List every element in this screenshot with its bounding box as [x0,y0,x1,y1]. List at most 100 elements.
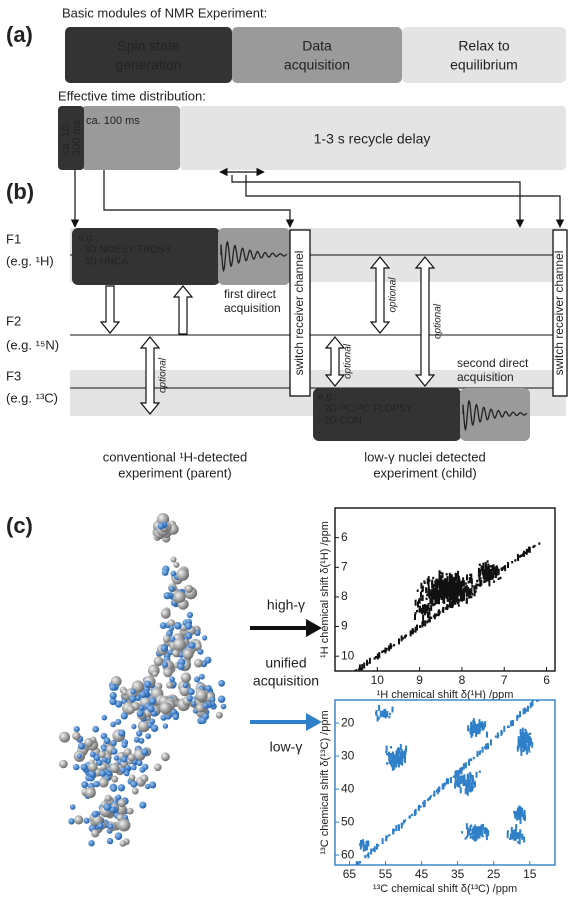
atom [187,695,193,701]
cross-peak [517,555,519,561]
cross-peak [390,746,392,748]
channel-nucleus: (e.g. ¹⁵N) [6,337,59,352]
cross-peak [436,614,438,616]
cross-peak [497,732,499,738]
atom [99,770,106,777]
x-tick-label: 8 [459,673,466,687]
atom [125,765,130,770]
cross-peak [382,711,384,717]
atom [185,623,192,630]
caption: experiment (parent) [118,465,231,480]
cross-peak [467,788,469,794]
y-axis-label: ¹H chemical shift δ(¹H) /ppm [319,521,331,658]
modules-title: Basic modules of NMR Experiment: [62,5,267,20]
cross-peak [485,569,487,575]
cross-peak [436,591,438,597]
cross-peak [377,844,379,846]
cross-peak [527,708,529,710]
cross-peak [466,594,468,596]
cross-peak [409,816,411,818]
cross-peak [444,784,446,786]
cross-peak [457,571,459,577]
cross-peak [479,564,481,566]
atom [81,781,88,788]
x-tick-label: 6 [543,673,550,687]
cross-peak [436,585,438,591]
cross-peak [345,675,347,681]
cross-peak [455,575,457,581]
atom [78,743,85,750]
atom [118,730,125,737]
cross-peak [441,584,443,586]
module-box [402,27,566,83]
cross-peak [359,861,361,863]
connector [232,175,520,227]
atom [169,676,175,682]
cross-peak [504,565,506,571]
atom [111,748,118,755]
cross-peak [369,658,371,664]
atom [137,710,144,717]
atom [93,781,100,788]
spectrum [335,694,542,880]
atom [185,585,193,593]
atom [218,680,225,687]
cross-peak [495,569,497,571]
cross-peak [468,761,470,763]
cross-peak [346,676,348,678]
cross-peak [359,668,361,670]
cross-peak [473,718,475,724]
cross-peak [434,613,436,619]
atom [144,681,151,688]
atom [92,726,99,733]
hollow-arrow [101,286,119,333]
cross-peak [363,846,365,852]
module-text: generation [115,57,181,73]
cross-peak [449,573,451,579]
cross-peak [529,740,531,746]
experiment-text: - 2D CON [318,416,362,427]
cross-peak [519,555,521,557]
annotation: acquisition [457,370,514,384]
cross-peak [426,598,428,600]
cross-peak [463,595,465,601]
cross-peak [427,799,429,801]
cross-peak [488,580,490,586]
spectrum [335,538,547,683]
channel-nucleus: (e.g. ¹³C) [6,390,58,405]
x-tick-label: 45 [415,867,429,881]
cross-peak [479,729,481,731]
time-text: 300 ms [71,119,83,156]
atom [183,649,194,660]
atom [216,712,223,719]
module-text: Data [302,38,332,54]
atom [120,840,127,847]
cross-peak [386,762,388,764]
cross-peak [458,604,460,606]
cross-peak [416,610,418,612]
cross-peak [366,662,368,664]
cross-peak [378,705,380,711]
atom [160,622,167,629]
cross-peak [471,724,473,726]
cross-peak [441,598,443,600]
atom [127,808,134,815]
cross-peak [477,754,479,756]
cross-peak [524,729,526,731]
cross-peak [429,797,431,799]
cross-peak [345,677,347,679]
atom [129,775,135,781]
atom [141,748,148,755]
y-tick-label: 8 [341,589,348,603]
x-tick-label: 65 [343,867,357,881]
atom [188,688,195,695]
cross-peak [454,583,456,589]
atom [171,571,177,577]
cross-peak [469,772,471,778]
atom [196,690,208,702]
cross-peak [516,715,518,721]
atom [132,788,139,795]
cross-peak [393,764,395,770]
y-tick-label: 30 [341,748,355,762]
cross-peak [513,837,515,839]
